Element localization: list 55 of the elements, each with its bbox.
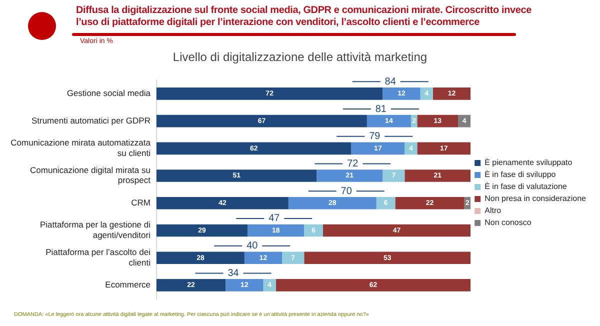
- bar: [288, 196, 376, 210]
- bar: [304, 252, 471, 264]
- bar: [382, 170, 405, 182]
- bar: [404, 142, 418, 155]
- annotation: 79: [369, 131, 381, 142]
- bar: [226, 279, 264, 292]
- annotation: 84: [384, 76, 396, 88]
- bar: [432, 88, 471, 100]
- bar: [244, 252, 282, 264]
- annotation: 72: [347, 158, 359, 170]
- bar: [156, 170, 317, 182]
- bar: [263, 279, 276, 292]
- legend-label: Altro: [484, 206, 502, 216]
- annotation: 47: [268, 213, 280, 224]
- y-tick-label: Piattaforma per la gestione di agenti/venditori: [40, 220, 151, 240]
- legend-label: È in fase di valutazione: [484, 182, 568, 192]
- bar: [382, 88, 420, 100]
- y-tick-label: Ecommerce: [105, 280, 151, 290]
- chart-title: Diffusa la digitalizzazione sul fronte social media, GDPR e comunicazioni mirate. Circoscritto invece l’uso di piattaforme digitali per l’interazione con venditori, l’ascolto clienti e l’ecommerce: [76, 5, 532, 29]
- bar: [366, 114, 411, 128]
- bar: [351, 142, 405, 155]
- bar: [248, 224, 304, 237]
- annotation: 40: [246, 240, 258, 252]
- bar: [156, 88, 383, 100]
- bar: [417, 142, 471, 155]
- y-tick-label: Comunicazione digital mirata su prospect: [30, 165, 152, 186]
- bar: [316, 170, 383, 182]
- bar: [404, 170, 471, 182]
- legend-label: Non presa in considerazione: [484, 194, 587, 204]
- bar: [156, 196, 288, 210]
- chart-subtitle: Livello di digitalizzazione delle attività marketing: [172, 50, 428, 64]
- annotation: 70: [340, 186, 352, 197]
- y-tick-label: CRM: [131, 197, 150, 208]
- legend-label: È in fase di sviluppo: [484, 170, 556, 180]
- bar: [395, 196, 464, 210]
- y-tick-label: Gestione social media: [66, 88, 151, 98]
- bar: [322, 224, 471, 237]
- annotation: 34: [228, 268, 240, 279]
- bar: [420, 88, 433, 100]
- bar: [156, 114, 367, 128]
- y-tick-label: Piattaforma per l’ascolto dei clienti: [46, 247, 151, 268]
- y-tick-label: Strumenti automatici per GDPR: [31, 115, 150, 126]
- y-tick-label: Comunicazione mirata automatizzata su clienti: [10, 138, 151, 158]
- annotation: 81: [375, 104, 387, 115]
- legend-label: Non conosco: [484, 218, 532, 228]
- bar: [282, 252, 304, 264]
- bar: [156, 224, 248, 237]
- legend-label: È pienamente sviluppato: [484, 158, 573, 168]
- bar: [156, 252, 244, 264]
- bar: [376, 196, 396, 210]
- bar: [156, 142, 352, 155]
- bar: [156, 279, 226, 292]
- bar: [276, 279, 471, 292]
- bar: [417, 114, 458, 128]
- bar: [304, 224, 323, 237]
